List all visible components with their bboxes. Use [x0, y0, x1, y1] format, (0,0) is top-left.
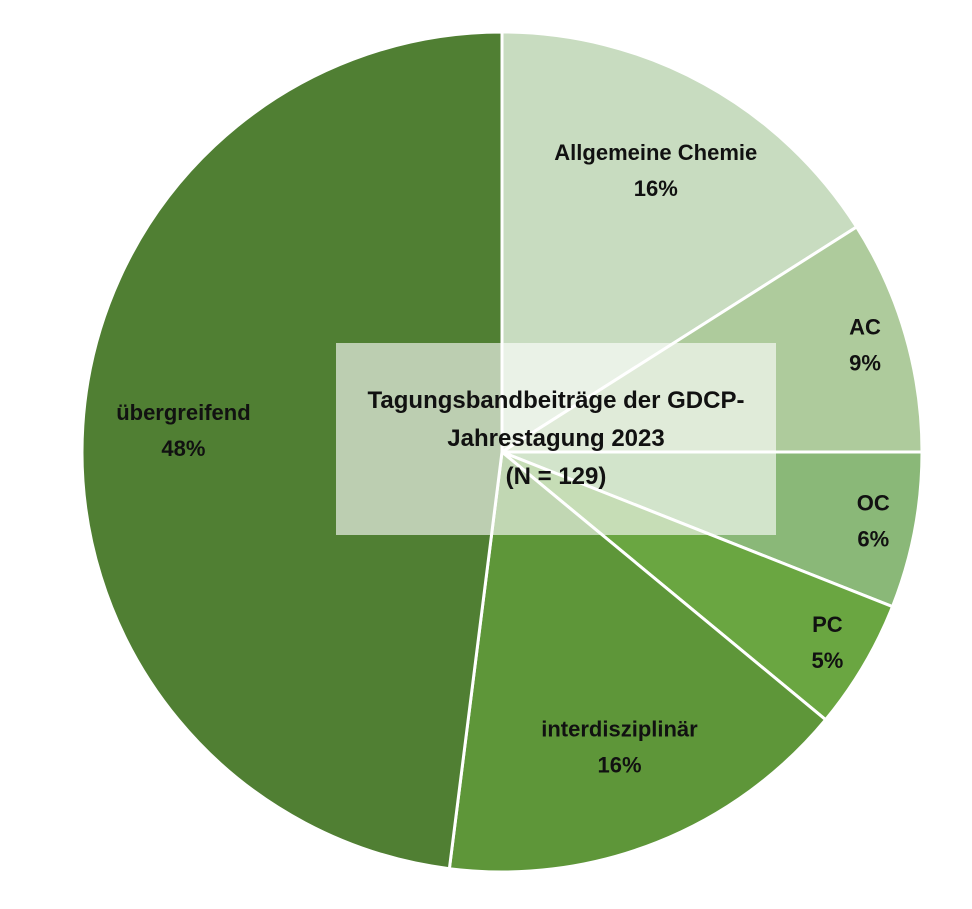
slice-label: OC [857, 491, 890, 516]
slice-label: Allgemeine Chemie [554, 140, 757, 165]
slice-label: AC [849, 314, 881, 339]
title-box: Tagungsbandbeiträge der GDCP-Jahrestagun… [336, 343, 776, 535]
pie-slice [447, 449, 828, 874]
slice-value-label: 16% [634, 176, 678, 201]
slice-label: übergreifend [116, 400, 250, 425]
slice-value-label: 16% [597, 753, 641, 778]
slice-value-label: 6% [857, 527, 889, 552]
chart-title: Tagungsbandbeiträge der GDCP-Jahrestagun… [367, 387, 745, 452]
slice-value-label: 48% [161, 436, 205, 461]
slice-value-label: 5% [811, 648, 843, 673]
chart-subtitle: (N = 129) [505, 463, 607, 490]
slice-value-label: 9% [849, 350, 881, 375]
pie-slice [80, 30, 504, 871]
slice-label: interdisziplinär [541, 717, 698, 742]
slice-label: PC [812, 612, 843, 637]
